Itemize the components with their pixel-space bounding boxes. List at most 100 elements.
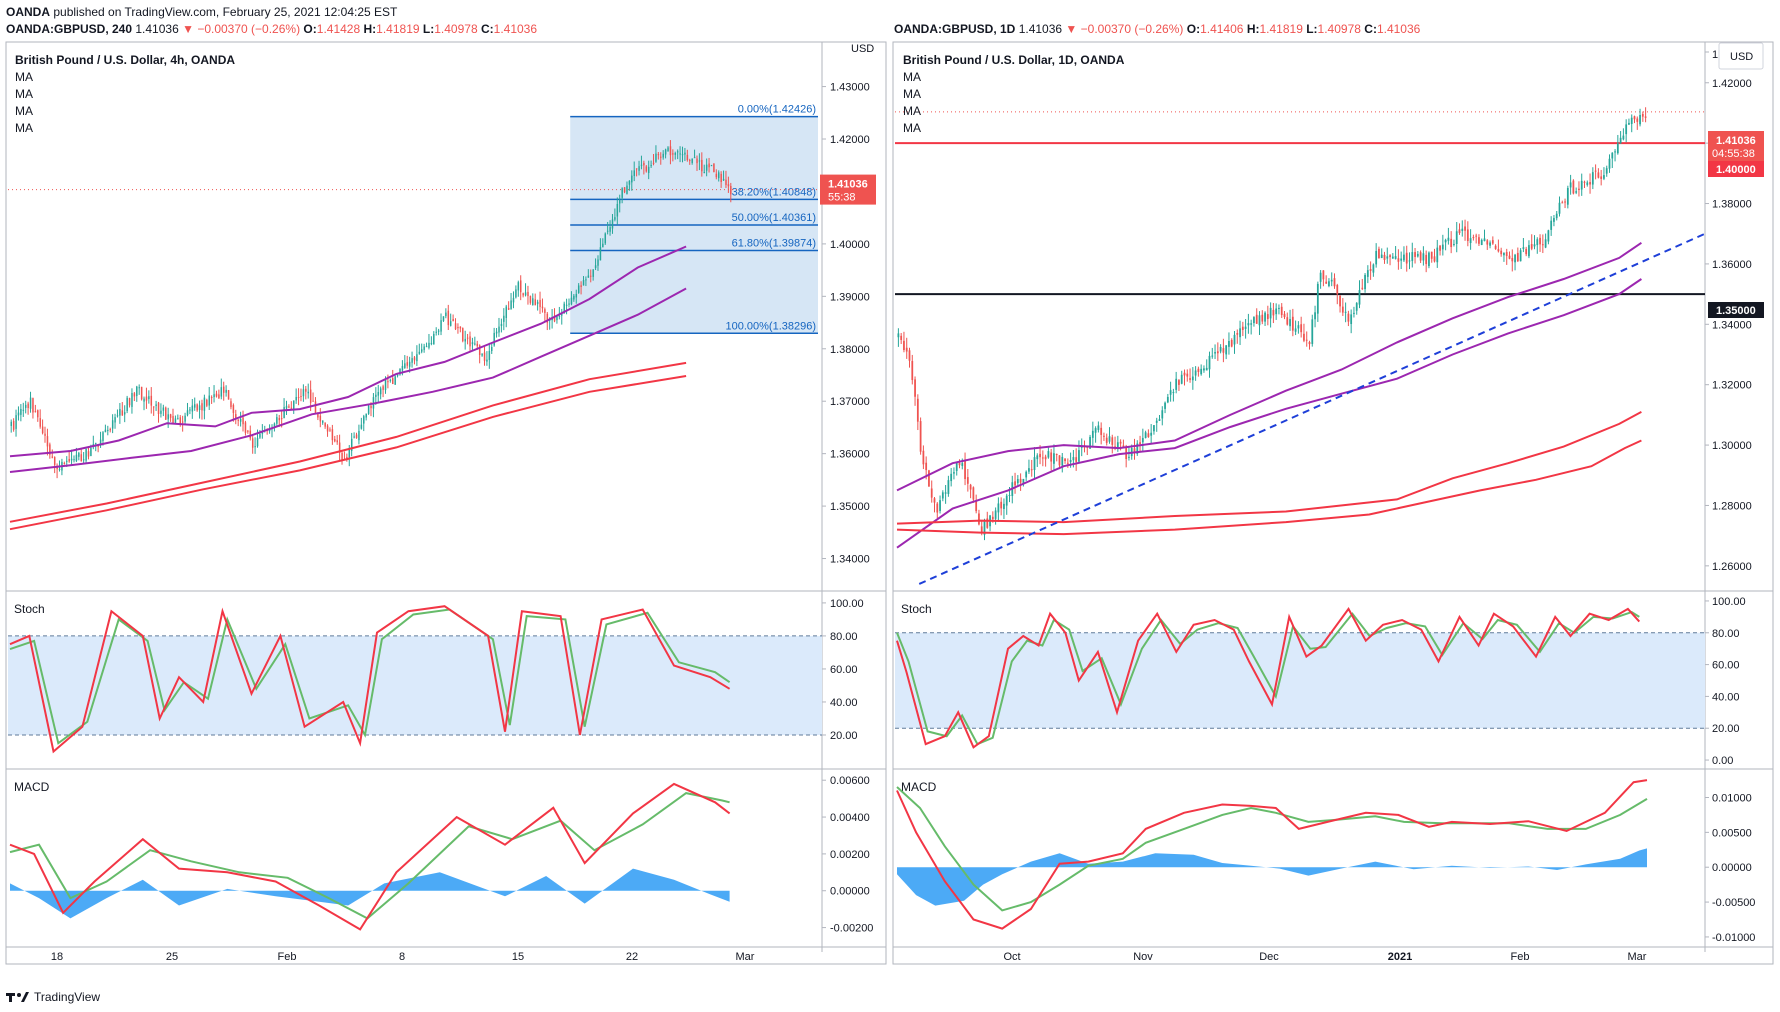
left-candle: [650, 164, 652, 167]
left-candle: [184, 415, 186, 422]
fib-level-label: 38.20%(1.40848): [732, 186, 816, 198]
right-candle: [1280, 306, 1283, 316]
left-candle: [80, 454, 83, 462]
left-x-tick-label: 18: [51, 951, 63, 963]
left-candle: [655, 153, 657, 162]
left-candle: [37, 410, 39, 418]
right-currency-box[interactable]: [1718, 42, 1764, 70]
left-candle: [203, 397, 206, 411]
right-candle: [983, 520, 986, 535]
left-candle: [302, 389, 305, 397]
left-y-tick-label: 1.39000: [830, 291, 870, 303]
left-candle: [406, 362, 409, 366]
left-candle: [708, 163, 710, 168]
right-price-pane[interactable]: 1.420001.400001.380001.360001.340001.320…: [895, 49, 1752, 963]
right-candle: [1175, 378, 1178, 390]
left-ma-label: MA: [15, 104, 33, 118]
left-candle: [633, 170, 635, 176]
footer-brand[interactable]: TradingView: [6, 990, 100, 1004]
right-macd-signal-line: [896, 786, 1648, 912]
left-candle: [155, 404, 157, 406]
right-level-black-badge-bg: [1708, 302, 1764, 318]
left-candle: [408, 361, 411, 367]
left-candle: [353, 436, 355, 438]
left-candle: [457, 326, 459, 329]
right-candle: [1239, 328, 1241, 338]
right-macd-line: [896, 779, 1648, 930]
right-change: ▼ −0.00370 (−0.26%): [1065, 22, 1184, 36]
right-candle: [1236, 332, 1239, 335]
left-candle: [423, 346, 425, 350]
left-candle: [570, 297, 573, 305]
left-price-pane[interactable]: 0.00%(1.42426) 38.20%(1.40848) 50.00%(1.40…: [8, 82, 870, 963]
right-candle: [1480, 239, 1483, 245]
right-candle: [1033, 457, 1036, 471]
left-candle: [235, 414, 237, 419]
right-candle: [1200, 368, 1203, 375]
left-candle: [623, 187, 626, 193]
left-candle: [536, 301, 539, 305]
left-candle: [358, 430, 360, 441]
right-candle: [1294, 328, 1297, 332]
right-candle: [1525, 248, 1528, 255]
left-y-tick-label: 1.43000: [830, 82, 870, 94]
fib-level-label: 50.00%(1.40361): [732, 212, 816, 224]
left-symbol-line: OANDA:GBPUSD, 240 1.41036 ▼ −0.00370 (−0…: [6, 22, 537, 36]
left-candle: [561, 314, 563, 316]
right-candle: [1464, 226, 1466, 231]
right-high: 1.41819: [1259, 22, 1303, 36]
right-macd-pane[interactable]: MACD 0.01000 0.00500 0.00000 -0.00500 -0.0100…: [896, 779, 1755, 944]
left-candle: [331, 429, 334, 441]
right-y-tick-label: 1.26000: [1712, 561, 1752, 573]
left-candle: [116, 415, 119, 417]
left-candle: [150, 395, 153, 406]
left-candle: [701, 159, 703, 172]
left-candle: [251, 438, 254, 448]
left-candle: [689, 160, 691, 162]
left-frame-border: [5, 41, 887, 965]
left-low-label: L:: [422, 22, 435, 36]
left-candle: [705, 164, 708, 171]
right-candle: [897, 333, 900, 338]
left-candle: [379, 388, 382, 395]
left-candle: [495, 331, 498, 334]
left-candle: [449, 321, 452, 326]
left-candle: [99, 439, 102, 446]
right-candle: [1600, 176, 1603, 179]
left-candle: [433, 333, 435, 345]
left-high: 1.41819: [376, 22, 420, 36]
left-candle: [553, 315, 556, 322]
right-candle: [1641, 113, 1644, 117]
left-candle: [592, 269, 594, 277]
right-candle: [1597, 172, 1600, 178]
right-candle: [1144, 432, 1147, 438]
right-stoch-title: Stoch: [901, 602, 932, 616]
right-stoch-pane[interactable]: Stoch 100.00 80.00 60.00 40.00 20.00 0.00: [895, 596, 1746, 767]
left-candle: [676, 151, 679, 153]
left-macd-line: [9, 782, 731, 931]
right-candle: [958, 462, 961, 466]
right-candle: [1189, 378, 1191, 380]
left-candle: [220, 387, 223, 397]
left-candle: [15, 415, 17, 429]
left-candle: [189, 409, 191, 411]
right-candle: [1314, 312, 1316, 320]
left-macd-pane[interactable]: MACD 0.00600 0.00400 0.00200 0.00000 -0.00200: [9, 775, 873, 935]
left-candle: [222, 386, 225, 393]
right-candle: [1591, 172, 1594, 185]
left-candle: [476, 343, 479, 347]
right-candle: [1241, 326, 1244, 330]
right-candle: [1436, 247, 1439, 263]
left-candle: [703, 171, 706, 173]
left-candle: [196, 404, 198, 411]
right-candle: [1378, 248, 1380, 259]
left-stoch-pane[interactable]: Stoch 100.00 80.00 60.00 40.00 20.00: [8, 598, 864, 754]
right-candle: [1019, 478, 1022, 483]
left-candle: [363, 416, 365, 424]
right-candle: [1289, 319, 1291, 327]
right-candle: [1266, 314, 1269, 319]
right-candle: [1128, 456, 1130, 458]
left-candle: [418, 351, 421, 354]
left-candle: [242, 417, 244, 425]
